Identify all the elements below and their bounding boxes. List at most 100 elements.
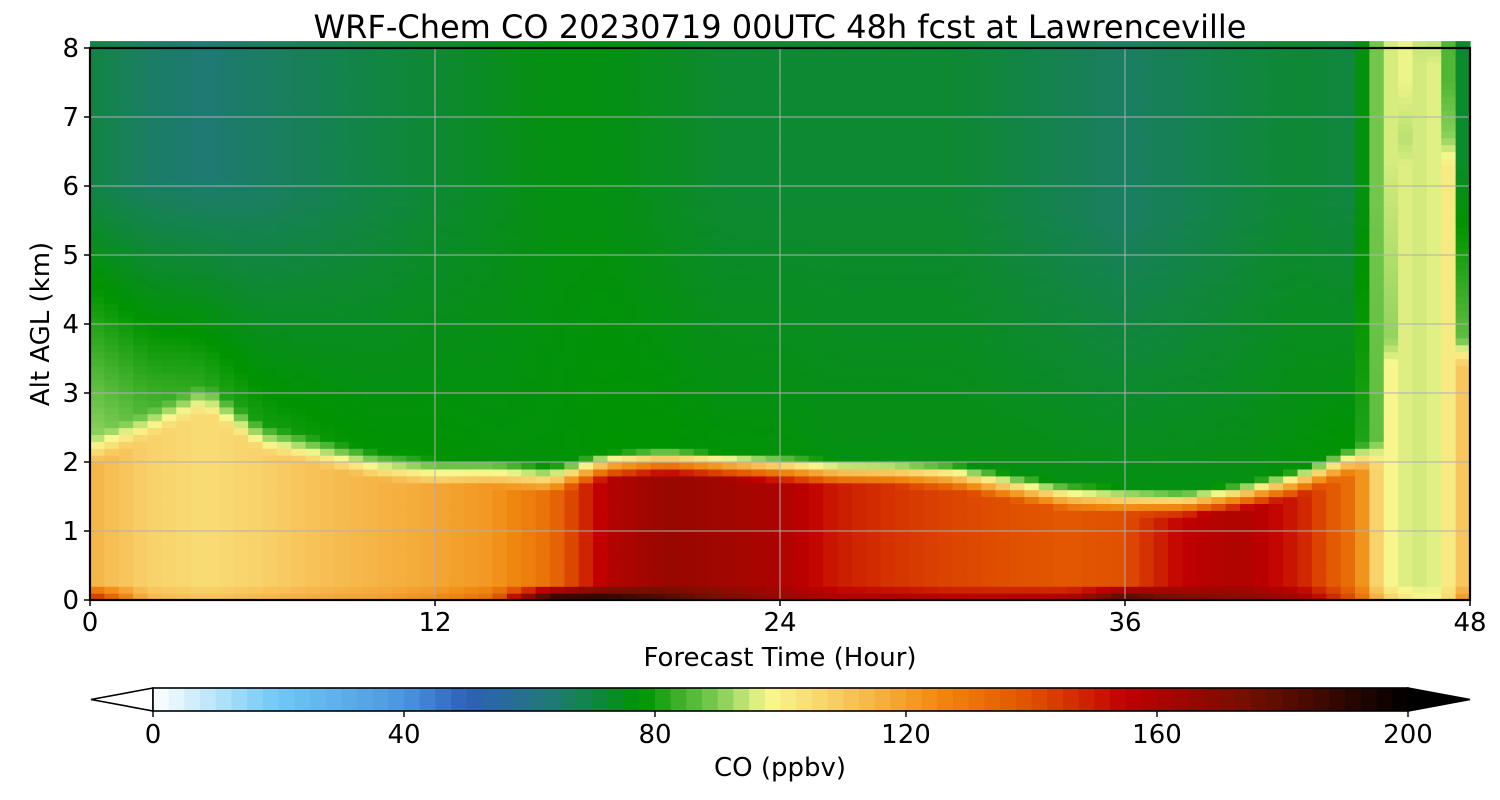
- heatmap-cell: [780, 151, 795, 159]
- heatmap-cell: [276, 172, 292, 180]
- heatmap-cell: [90, 289, 105, 297]
- heatmap-cell: [348, 89, 364, 97]
- heatmap-cell: [420, 268, 436, 277]
- heatmap-cell: [665, 130, 680, 139]
- heatmap-cell: [535, 372, 551, 380]
- heatmap-cell: [219, 296, 235, 304]
- heatmap-cell: [938, 489, 954, 498]
- heatmap-cell: [751, 358, 767, 366]
- heatmap-cell: [952, 468, 968, 477]
- heatmap-cell: [90, 420, 105, 429]
- heatmap-cell: [607, 103, 623, 111]
- heatmap-cell: [693, 324, 709, 332]
- heatmap-cell: [679, 399, 695, 408]
- heatmap-cell: [449, 248, 465, 256]
- heatmap-cell: [765, 565, 781, 573]
- heatmap-cell: [161, 206, 177, 215]
- heatmap-cell: [650, 399, 666, 408]
- heatmap-cell: [363, 103, 379, 111]
- heatmap-cell: [219, 54, 235, 63]
- heatmap-cell: [435, 82, 450, 90]
- heatmap-cell: [923, 130, 939, 139]
- heatmap-cell: [506, 379, 522, 387]
- heatmap-cell: [219, 365, 235, 373]
- heatmap-cell: [406, 110, 422, 118]
- heatmap-cell: [923, 172, 939, 180]
- heatmap-cell: [535, 48, 551, 56]
- heatmap-cell: [593, 275, 609, 284]
- heatmap-cell: [463, 68, 479, 77]
- heatmap-cell: [363, 531, 379, 539]
- heatmap-cell: [363, 510, 379, 518]
- heatmap-cell: [665, 61, 680, 70]
- heatmap-cell: [377, 586, 393, 594]
- heatmap-cell: [708, 68, 724, 77]
- heatmap-cell: [895, 213, 910, 222]
- heatmap-cell: [736, 289, 752, 297]
- heatmap-cell: [118, 510, 134, 518]
- heatmap-cell: [506, 510, 522, 518]
- heatmap-cell: [535, 344, 551, 353]
- heatmap-cell: [305, 324, 321, 332]
- heatmap-cell: [679, 220, 695, 228]
- heatmap-cell: [377, 310, 393, 318]
- heatmap-cell: [205, 544, 220, 553]
- heatmap-cell: [866, 186, 882, 194]
- heatmap-cell: [133, 434, 149, 442]
- heatmap-cell: [650, 165, 666, 173]
- heatmap-cell: [219, 330, 235, 339]
- heatmap-cell: [334, 496, 350, 504]
- heatmap-cell: [406, 586, 422, 594]
- heatmap-cell: [377, 406, 393, 415]
- heatmap-cell: [880, 41, 896, 49]
- heatmap-cell: [276, 275, 292, 284]
- heatmap-cell: [90, 510, 105, 518]
- heatmap-cell: [722, 103, 738, 111]
- heatmap-cell: [550, 54, 565, 63]
- heatmap-cell: [722, 179, 738, 187]
- heatmap-cell: [693, 172, 709, 180]
- heatmap-cell: [276, 75, 292, 84]
- heatmap-cell: [276, 96, 292, 104]
- heatmap-cell: [348, 531, 364, 539]
- heatmap-cell: [291, 130, 307, 139]
- heatmap-cell: [564, 365, 580, 373]
- heatmap-cell: [722, 441, 738, 449]
- heatmap-cell: [823, 130, 839, 139]
- heatmap-cell: [722, 503, 738, 511]
- heatmap-cell: [550, 386, 565, 394]
- heatmap-cell: [736, 406, 752, 415]
- heatmap-cell: [161, 303, 177, 311]
- heatmap-cell: [291, 386, 307, 394]
- heatmap-cell: [492, 489, 508, 498]
- heatmap-cell: [550, 365, 565, 373]
- heatmap-cell: [794, 537, 810, 546]
- heatmap-cell: [104, 503, 120, 511]
- heatmap-cell: [435, 144, 450, 153]
- heatmap-cell: [262, 413, 278, 422]
- heatmap-cell: [808, 337, 824, 346]
- heatmap-cell: [190, 427, 206, 435]
- heatmap-cell: [147, 82, 163, 90]
- heatmap-cell: [147, 255, 163, 263]
- heatmap-cell: [305, 489, 321, 498]
- heatmap-cell: [435, 330, 450, 339]
- heatmap-cell: [104, 544, 120, 553]
- heatmap-cell: [406, 130, 422, 139]
- heatmap-cell: [420, 289, 436, 297]
- heatmap-cell: [564, 220, 580, 228]
- heatmap-cell: [578, 213, 594, 222]
- heatmap-cell: [593, 455, 609, 463]
- heatmap-cell: [880, 393, 896, 401]
- heatmap-cell: [147, 117, 163, 125]
- heatmap-cell: [909, 310, 925, 318]
- heatmap-cell: [578, 165, 594, 173]
- heatmap-cell: [564, 324, 580, 332]
- heatmap-cell: [161, 351, 177, 360]
- heatmap-cell: [363, 144, 379, 153]
- heatmap-cell: [938, 89, 954, 97]
- heatmap-cell: [794, 330, 810, 339]
- heatmap-cell: [391, 565, 407, 573]
- heatmap-cell: [880, 317, 896, 325]
- heatmap-cell: [708, 544, 724, 553]
